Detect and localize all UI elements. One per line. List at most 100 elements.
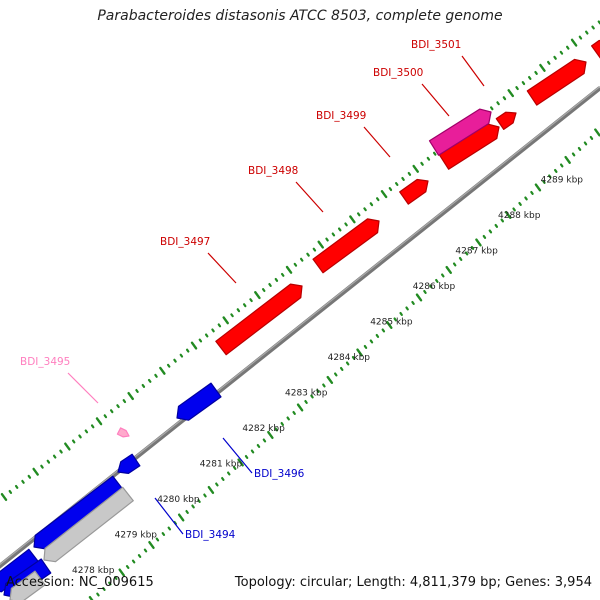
minor-tick bbox=[375, 197, 380, 202]
scale-label: 4279 kbp bbox=[115, 531, 158, 541]
label-bdi_3500: BDI_3500 bbox=[373, 67, 423, 79]
minor-tick bbox=[345, 361, 350, 366]
minor-tick bbox=[167, 526, 172, 531]
minor-tick bbox=[249, 298, 253, 303]
minor-tick bbox=[84, 429, 89, 434]
label-bdi_3497: BDI_3497 bbox=[160, 236, 210, 248]
minor-tick bbox=[274, 427, 279, 432]
minor-tick bbox=[102, 587, 106, 591]
minor-tick bbox=[71, 439, 76, 444]
leader-bdi_3496 bbox=[222, 437, 253, 474]
minor-tick bbox=[59, 449, 63, 454]
minor-tick bbox=[401, 176, 405, 181]
minor-tick bbox=[204, 333, 209, 338]
gene-small-blue bbox=[117, 453, 141, 474]
minor-tick bbox=[518, 201, 522, 206]
minor-tick bbox=[534, 70, 538, 75]
minor-tick bbox=[585, 30, 589, 35]
minor-tick bbox=[316, 388, 320, 393]
gene-bdi-3499 bbox=[399, 178, 429, 205]
leader-bdi_3498 bbox=[295, 181, 324, 213]
major-tick bbox=[32, 467, 39, 476]
scale-label: 4283 kbp bbox=[285, 389, 328, 399]
minor-tick bbox=[530, 190, 534, 195]
minor-tick bbox=[494, 223, 499, 228]
major-tick bbox=[380, 190, 388, 199]
scale-labels: 4278 kbp 4279 kbp 4280 kbp 4281 kbp 4282 kbp… bbox=[72, 176, 583, 577]
scale-label: 4286 kbp bbox=[413, 282, 456, 292]
minor-tick bbox=[154, 373, 158, 378]
minor-tick bbox=[268, 282, 272, 287]
major-tick bbox=[64, 442, 71, 451]
minor-tick bbox=[426, 156, 431, 161]
minor-tick bbox=[236, 308, 241, 313]
minor-tick bbox=[482, 234, 487, 239]
minor-tick bbox=[306, 252, 310, 257]
minor-tick bbox=[122, 399, 127, 404]
minor-tick bbox=[524, 196, 528, 201]
major-tick bbox=[127, 392, 134, 401]
major-tick bbox=[159, 366, 166, 375]
minor-tick bbox=[8, 489, 13, 494]
major-tick bbox=[237, 458, 244, 467]
minor-tick bbox=[27, 474, 32, 479]
minor-tick bbox=[114, 576, 118, 580]
minor-tick bbox=[351, 355, 356, 360]
major-tick bbox=[445, 265, 452, 274]
minor-tick bbox=[256, 443, 261, 448]
minor-tick bbox=[299, 257, 304, 262]
minor-tick bbox=[312, 247, 317, 252]
minor-tick bbox=[116, 404, 120, 409]
minor-tick bbox=[344, 222, 348, 227]
leader-bdi_3500 bbox=[421, 83, 450, 117]
minor-tick bbox=[322, 383, 326, 388]
minor-tick bbox=[227, 471, 231, 476]
scale-label: 4285 kbp bbox=[370, 318, 413, 328]
minor-tick bbox=[591, 25, 595, 30]
minor-tick bbox=[103, 414, 108, 419]
genome-summary: Topology: circular; Length: 4,811,379 bp… bbox=[234, 575, 592, 590]
minor-tick bbox=[488, 229, 493, 234]
minor-tick bbox=[173, 358, 177, 363]
minor-tick bbox=[420, 161, 424, 166]
gene-labels: BDI_3501 BDI_3500 BDI_3499 BDI_3498 BDI_3497… bbox=[20, 39, 461, 541]
minor-tick bbox=[528, 75, 532, 80]
major-tick bbox=[386, 320, 393, 329]
label-bdi_3499: BDI_3499 bbox=[316, 110, 366, 122]
minor-tick bbox=[215, 482, 219, 487]
minor-tick bbox=[559, 163, 564, 168]
major-tick bbox=[177, 513, 185, 522]
minor-tick bbox=[280, 421, 285, 426]
major-tick bbox=[0, 492, 8, 502]
minor-tick bbox=[578, 35, 583, 40]
minor-tick bbox=[96, 592, 100, 597]
minor-tick bbox=[356, 212, 361, 217]
scale-label: 4284 kbp bbox=[328, 353, 371, 363]
minor-tick bbox=[559, 50, 564, 55]
minor-tick bbox=[337, 227, 342, 232]
scale-label: 4282 kbp bbox=[242, 424, 285, 434]
minor-tick bbox=[521, 81, 526, 86]
minor-tick bbox=[554, 168, 558, 173]
gene-bdi-3495 bbox=[116, 427, 130, 438]
minor-tick bbox=[280, 272, 285, 277]
minor-tick bbox=[496, 101, 500, 106]
minor-tick bbox=[571, 152, 576, 157]
minor-tick bbox=[393, 317, 397, 322]
minor-tick bbox=[232, 465, 237, 470]
minor-tick bbox=[185, 348, 190, 353]
minor-tick bbox=[325, 237, 329, 242]
minor-tick bbox=[310, 394, 314, 399]
major-tick bbox=[570, 38, 578, 47]
minor-tick bbox=[589, 135, 594, 140]
minor-tick bbox=[197, 498, 201, 503]
minor-tick bbox=[143, 548, 148, 553]
major-tick bbox=[415, 293, 423, 302]
leader-bdi_3494 bbox=[154, 497, 184, 535]
leader-bdi_3497 bbox=[207, 252, 237, 284]
minor-tick bbox=[441, 273, 445, 278]
minor-tick bbox=[137, 554, 142, 558]
minor-tick bbox=[432, 151, 437, 156]
minor-tick bbox=[334, 372, 338, 377]
minor-tick bbox=[405, 306, 409, 311]
